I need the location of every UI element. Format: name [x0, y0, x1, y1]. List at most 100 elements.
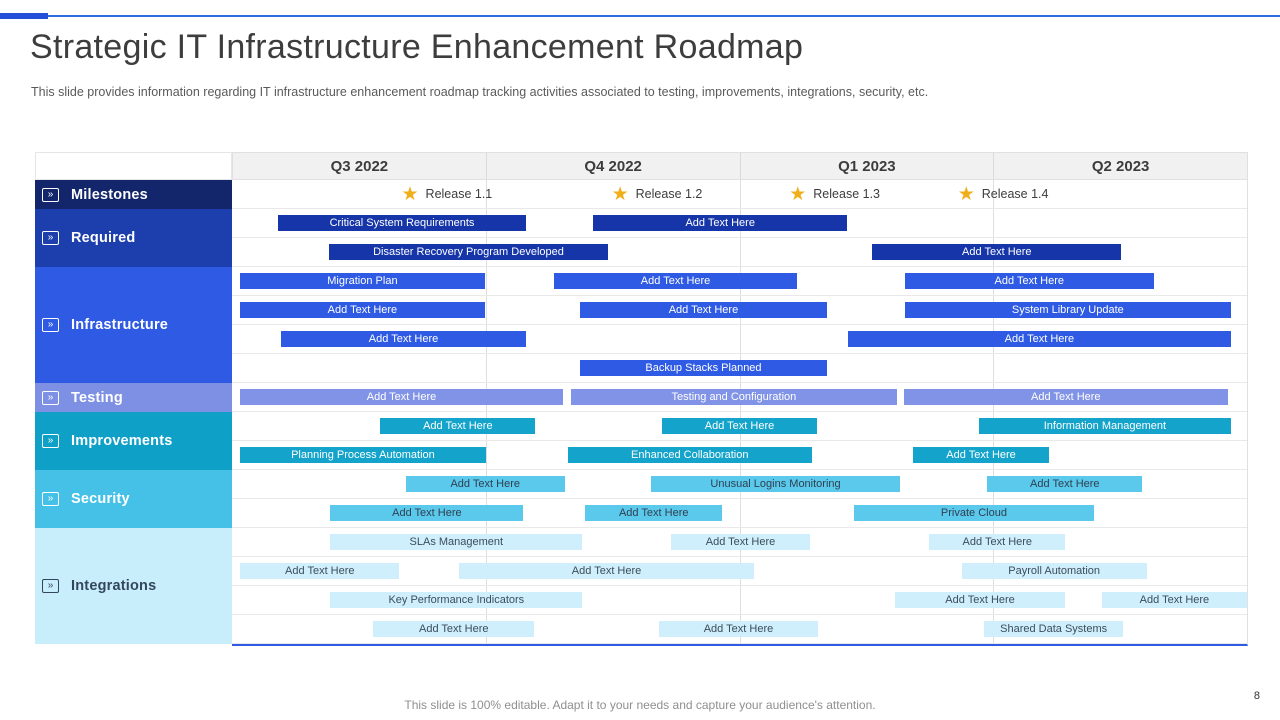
task-bar[interactable]: Add Text Here — [929, 534, 1066, 550]
task-bar[interactable]: Add Text Here — [280, 331, 527, 347]
task-bar[interactable]: Add Text Here — [405, 476, 565, 492]
top-divider-line — [0, 15, 1280, 17]
category-label: Milestones — [71, 186, 148, 203]
task-bar[interactable]: Backup Stacks Planned — [580, 360, 827, 376]
timeline-grid: ★ Release 1.1 ★ Release 1.2 ★ Release 1.3 ★ Rel… — [232, 180, 1248, 646]
milestone-release-1-4[interactable]: ★ Release 1.4 — [958, 180, 1049, 208]
task-bar[interactable]: Add Text Here — [373, 621, 535, 637]
category-label: Improvements — [71, 433, 173, 449]
sidebar-category-improvements[interactable]: » Improvements — [35, 412, 232, 470]
category-label: Testing — [71, 389, 123, 406]
forward-icon: » — [42, 187, 59, 202]
task-bar[interactable]: Add Text Here — [904, 273, 1154, 289]
task-bar[interactable]: Add Text Here — [894, 592, 1066, 608]
header-spacer — [35, 152, 232, 180]
timeline-row: Critical System Requirements Add Text Her… — [232, 209, 1247, 238]
category-label: Security — [71, 491, 130, 507]
sidebar-category-integrations[interactable]: » Integrations — [35, 528, 232, 644]
sidebar-category-milestones[interactable]: » Milestones — [35, 180, 232, 209]
task-bar[interactable]: Migration Plan — [240, 273, 485, 289]
task-bar[interactable]: Information Management — [979, 418, 1231, 434]
timeline-row: Add Text Here Add Text Here Shared Data Sy… — [232, 615, 1247, 644]
forward-icon: » — [42, 492, 59, 506]
footer-note: This slide is 100% editable. Adapt it to… — [404, 698, 876, 712]
task-bar[interactable]: Key Performance Indicators — [330, 592, 583, 608]
page-number: 8 — [1253, 690, 1260, 702]
task-bar[interactable]: Private Cloud — [854, 505, 1094, 521]
task-bar[interactable]: Disaster Recovery Program Developed — [329, 244, 608, 260]
task-bar[interactable]: Add Text Here — [459, 563, 754, 579]
task-bar[interactable]: Testing and Configuration — [571, 389, 897, 405]
milestone-label: Release 1.4 — [981, 187, 1049, 201]
task-bar[interactable]: Add Text Here — [903, 389, 1228, 405]
task-bar[interactable]: Payroll Automation — [961, 563, 1147, 579]
top-accent-bar — [0, 13, 48, 19]
page-title: Strategic IT Infrastructure Enhancement … — [30, 28, 804, 66]
task-bar[interactable]: Add Text Here — [593, 215, 848, 231]
milestone-label: Release 1.3 — [813, 187, 880, 201]
category-label: Required — [71, 230, 136, 246]
task-bar[interactable]: Add Text Here — [380, 418, 536, 434]
task-bar[interactable]: Add Text Here — [659, 621, 818, 637]
milestone-release-1-1[interactable]: ★ Release 1.1 — [402, 180, 493, 208]
star-icon: ★ — [957, 183, 975, 205]
page-subtitle: This slide provides information regardin… — [31, 85, 929, 99]
task-bar[interactable]: Critical System Requirements — [277, 215, 527, 231]
star-icon: ★ — [611, 183, 629, 205]
quarter-header: Q2 2023 — [1091, 157, 1150, 175]
timeline-row: ★ Release 1.1 ★ Release 1.2 ★ Release 1.3 ★ Rel… — [232, 180, 1247, 209]
roadmap-chart: Q3 2022 Q4 2022 Q1 2023 Q2 2023 » Milesto… — [35, 152, 1248, 646]
timeline-row: Add Text Here Add Text Here Payroll Automa… — [232, 557, 1247, 586]
forward-icon: » — [42, 579, 59, 593]
sidebar-category-infrastructure[interactable]: » Infrastructure — [35, 267, 232, 383]
timeline-row: Migration Plan Add Text Here Add Text Here — [232, 267, 1247, 296]
timeline-row: Planning Process Automation Enhanced Coll… — [232, 441, 1247, 470]
quarter-header: Q1 2023 — [741, 153, 995, 179]
forward-icon: » — [42, 390, 59, 405]
task-bar[interactable]: Add Text Here — [330, 505, 524, 521]
forward-icon: » — [42, 231, 59, 245]
category-sidebar: » Milestones » Required » Infrastructure » Test… — [35, 180, 232, 646]
task-bar[interactable]: Add Text Here — [580, 302, 827, 318]
sidebar-category-required[interactable]: » Required — [35, 209, 232, 267]
task-bar[interactable]: Add Text Here — [848, 331, 1231, 347]
task-bar[interactable]: Add Text Here — [662, 418, 817, 434]
quarter-header: Q3 2022 — [233, 153, 487, 179]
task-bar[interactable]: Unusual Logins Monitoring — [651, 476, 900, 492]
grid-line — [485, 180, 487, 644]
task-bar[interactable]: Add Text Here — [1101, 592, 1247, 608]
sidebar-category-testing[interactable]: » Testing — [35, 383, 232, 412]
task-bar[interactable]: Add Text Here — [987, 476, 1143, 492]
timeline-row: Add Text Here Unusual Logins Monitoring Ad… — [232, 470, 1247, 499]
task-bar[interactable]: Add Text Here — [240, 302, 485, 318]
timeline-row: Disaster Recovery Program Developed Add T… — [232, 238, 1247, 267]
task-bar[interactable]: Shared Data Systems — [984, 621, 1124, 637]
task-bar[interactable]: Planning Process Automation — [240, 447, 486, 463]
task-bar[interactable]: Add Text Here — [913, 447, 1050, 463]
timeline-row: Add Text Here Add Text Here Private Cloud — [232, 499, 1247, 528]
task-bar[interactable]: Add Text Here — [671, 534, 810, 550]
task-bar[interactable]: Enhanced Collaboration — [567, 447, 812, 463]
grid-line — [739, 180, 741, 644]
roadmap-body: » Milestones » Required » Infrastructure » Test… — [35, 180, 1248, 646]
task-bar[interactable]: Add Text Here — [240, 563, 400, 579]
task-bar[interactable]: SLAs Management — [330, 534, 583, 550]
milestone-release-1-3[interactable]: ★ Release 1.3 — [789, 180, 880, 208]
task-bar[interactable]: Add Text Here — [553, 273, 798, 289]
task-bar[interactable]: System Library Update — [904, 302, 1231, 318]
quarter-headers: Q3 2022 Q4 2022 Q1 2023 Q2 2023 — [232, 152, 1248, 180]
task-bar[interactable]: Add Text Here — [585, 505, 723, 521]
task-bar[interactable]: Add Text Here — [240, 389, 563, 405]
quarter-header: Q4 2022 — [487, 153, 741, 179]
forward-icon: » — [42, 434, 59, 448]
sidebar-category-security[interactable]: » Security — [35, 470, 232, 528]
timeline-row: Add Text Here Add Text Here Information Ma… — [232, 412, 1247, 441]
category-label: Infrastructure — [71, 317, 169, 333]
star-icon: ★ — [401, 183, 419, 205]
category-label: Integrations — [71, 578, 157, 594]
forward-icon: » — [42, 318, 59, 332]
task-bar[interactable]: Add Text Here — [872, 244, 1122, 260]
milestone-release-1-2[interactable]: ★ Release 1.2 — [612, 180, 703, 208]
timeline-row: Add Text Here Add Text Here — [232, 325, 1247, 354]
